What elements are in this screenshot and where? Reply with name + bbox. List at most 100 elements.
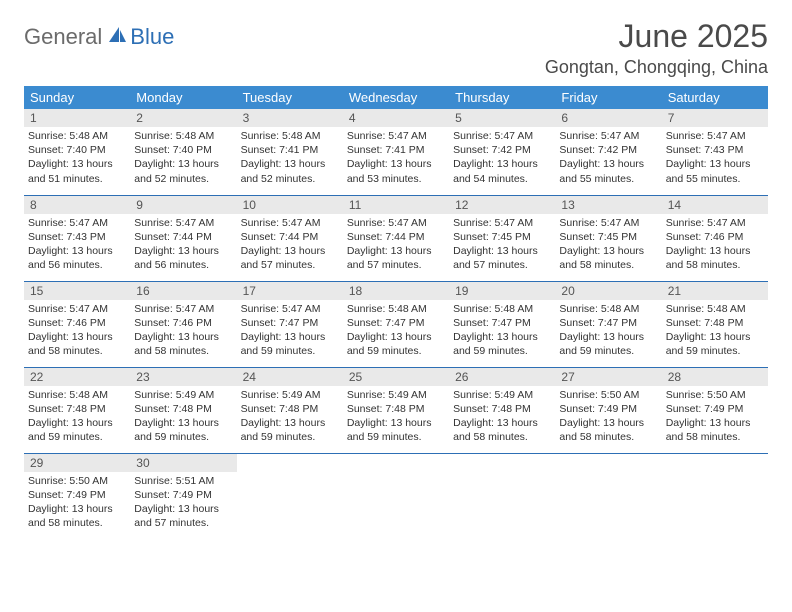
- calendar-cell: 23Sunrise: 5:49 AMSunset: 7:48 PMDayligh…: [130, 367, 236, 453]
- sunset-line: Sunset: 7:48 PM: [241, 402, 339, 416]
- day-number: 5: [449, 109, 555, 127]
- calendar-cell: [343, 453, 449, 539]
- sunset-line: Sunset: 7:47 PM: [241, 316, 339, 330]
- sunset-line: Sunset: 7:47 PM: [453, 316, 551, 330]
- sunset-line: Sunset: 7:45 PM: [559, 230, 657, 244]
- sunset-line: Sunset: 7:44 PM: [347, 230, 445, 244]
- sunrise-line: Sunrise: 5:47 AM: [666, 216, 764, 230]
- day-content: Sunrise: 5:49 AMSunset: 7:48 PMDaylight:…: [237, 386, 343, 449]
- sunset-line: Sunset: 7:40 PM: [28, 143, 126, 157]
- day-content: Sunrise: 5:47 AMSunset: 7:42 PMDaylight:…: [449, 127, 555, 190]
- calendar-cell: 20Sunrise: 5:48 AMSunset: 7:47 PMDayligh…: [555, 281, 661, 367]
- sunrise-line: Sunrise: 5:49 AM: [241, 388, 339, 402]
- sunset-line: Sunset: 7:49 PM: [559, 402, 657, 416]
- day-content: Sunrise: 5:47 AMSunset: 7:46 PMDaylight:…: [662, 214, 768, 277]
- day-content: Sunrise: 5:47 AMSunset: 7:43 PMDaylight:…: [24, 214, 130, 277]
- calendar-cell: 14Sunrise: 5:47 AMSunset: 7:46 PMDayligh…: [662, 195, 768, 281]
- daylight-line: Daylight: 13 hours and 57 minutes.: [453, 244, 551, 272]
- day-content: Sunrise: 5:47 AMSunset: 7:47 PMDaylight:…: [237, 300, 343, 363]
- day-number: 28: [662, 368, 768, 386]
- weekday-header: Saturday: [662, 86, 768, 109]
- calendar-cell: [662, 453, 768, 539]
- day-number: 2: [130, 109, 236, 127]
- daylight-line: Daylight: 13 hours and 59 minutes.: [241, 330, 339, 358]
- calendar-cell: 21Sunrise: 5:48 AMSunset: 7:48 PMDayligh…: [662, 281, 768, 367]
- daylight-line: Daylight: 13 hours and 58 minutes.: [559, 416, 657, 444]
- logo-text-general: General: [24, 24, 102, 50]
- day-content: Sunrise: 5:48 AMSunset: 7:47 PMDaylight:…: [449, 300, 555, 363]
- sunset-line: Sunset: 7:44 PM: [241, 230, 339, 244]
- sunset-line: Sunset: 7:43 PM: [28, 230, 126, 244]
- sunset-line: Sunset: 7:46 PM: [666, 230, 764, 244]
- logo-sail-icon: [106, 25, 128, 50]
- day-number: 26: [449, 368, 555, 386]
- calendar-row: 1Sunrise: 5:48 AMSunset: 7:40 PMDaylight…: [24, 109, 768, 195]
- daylight-line: Daylight: 13 hours and 58 minutes.: [134, 330, 232, 358]
- sunset-line: Sunset: 7:45 PM: [453, 230, 551, 244]
- sunrise-line: Sunrise: 5:48 AM: [453, 302, 551, 316]
- day-content: Sunrise: 5:47 AMSunset: 7:46 PMDaylight:…: [24, 300, 130, 363]
- weekday-header-row: Sunday Monday Tuesday Wednesday Thursday…: [24, 86, 768, 109]
- calendar-cell: 25Sunrise: 5:49 AMSunset: 7:48 PMDayligh…: [343, 367, 449, 453]
- header: General Blue June 2025 Gongtan, Chongqin…: [24, 18, 768, 78]
- daylight-line: Daylight: 13 hours and 58 minutes.: [666, 416, 764, 444]
- calendar-cell: 2Sunrise: 5:48 AMSunset: 7:40 PMDaylight…: [130, 109, 236, 195]
- sunset-line: Sunset: 7:40 PM: [134, 143, 232, 157]
- daylight-line: Daylight: 13 hours and 52 minutes.: [241, 157, 339, 185]
- calendar-cell: 29Sunrise: 5:50 AMSunset: 7:49 PMDayligh…: [24, 453, 130, 539]
- sunrise-line: Sunrise: 5:47 AM: [559, 129, 657, 143]
- sunrise-line: Sunrise: 5:47 AM: [453, 129, 551, 143]
- day-content: Sunrise: 5:48 AMSunset: 7:47 PMDaylight:…: [555, 300, 661, 363]
- daylight-line: Daylight: 13 hours and 56 minutes.: [28, 244, 126, 272]
- day-number: 25: [343, 368, 449, 386]
- sunset-line: Sunset: 7:41 PM: [347, 143, 445, 157]
- daylight-line: Daylight: 13 hours and 58 minutes.: [559, 244, 657, 272]
- sunrise-line: Sunrise: 5:48 AM: [666, 302, 764, 316]
- daylight-line: Daylight: 13 hours and 58 minutes.: [28, 502, 126, 530]
- calendar-cell: 28Sunrise: 5:50 AMSunset: 7:49 PMDayligh…: [662, 367, 768, 453]
- month-title: June 2025: [545, 18, 768, 55]
- calendar-row: 15Sunrise: 5:47 AMSunset: 7:46 PMDayligh…: [24, 281, 768, 367]
- weekday-header: Friday: [555, 86, 661, 109]
- title-block: June 2025 Gongtan, Chongqing, China: [545, 18, 768, 78]
- daylight-line: Daylight: 13 hours and 59 minutes.: [347, 416, 445, 444]
- sunrise-line: Sunrise: 5:47 AM: [28, 216, 126, 230]
- daylight-line: Daylight: 13 hours and 59 minutes.: [347, 330, 445, 358]
- calendar-cell: 5Sunrise: 5:47 AMSunset: 7:42 PMDaylight…: [449, 109, 555, 195]
- calendar-cell: 7Sunrise: 5:47 AMSunset: 7:43 PMDaylight…: [662, 109, 768, 195]
- day-content: Sunrise: 5:49 AMSunset: 7:48 PMDaylight:…: [130, 386, 236, 449]
- sunrise-line: Sunrise: 5:47 AM: [134, 216, 232, 230]
- sunrise-line: Sunrise: 5:47 AM: [241, 216, 339, 230]
- sunset-line: Sunset: 7:48 PM: [347, 402, 445, 416]
- day-content: Sunrise: 5:48 AMSunset: 7:41 PMDaylight:…: [237, 127, 343, 190]
- calendar-cell: 4Sunrise: 5:47 AMSunset: 7:41 PMDaylight…: [343, 109, 449, 195]
- sunrise-line: Sunrise: 5:49 AM: [134, 388, 232, 402]
- day-content: Sunrise: 5:49 AMSunset: 7:48 PMDaylight:…: [449, 386, 555, 449]
- day-content: Sunrise: 5:47 AMSunset: 7:46 PMDaylight:…: [130, 300, 236, 363]
- daylight-line: Daylight: 13 hours and 59 minutes.: [241, 416, 339, 444]
- day-number: 4: [343, 109, 449, 127]
- day-number: 14: [662, 196, 768, 214]
- daylight-line: Daylight: 13 hours and 59 minutes.: [666, 330, 764, 358]
- sunset-line: Sunset: 7:49 PM: [134, 488, 232, 502]
- day-content: Sunrise: 5:48 AMSunset: 7:40 PMDaylight:…: [24, 127, 130, 190]
- day-number: 29: [24, 454, 130, 472]
- calendar-cell: 26Sunrise: 5:49 AMSunset: 7:48 PMDayligh…: [449, 367, 555, 453]
- day-number: 11: [343, 196, 449, 214]
- sunset-line: Sunset: 7:47 PM: [559, 316, 657, 330]
- calendar-cell: 11Sunrise: 5:47 AMSunset: 7:44 PMDayligh…: [343, 195, 449, 281]
- day-content: Sunrise: 5:47 AMSunset: 7:42 PMDaylight:…: [555, 127, 661, 190]
- day-content: Sunrise: 5:47 AMSunset: 7:43 PMDaylight:…: [662, 127, 768, 190]
- day-number: 12: [449, 196, 555, 214]
- sunrise-line: Sunrise: 5:50 AM: [559, 388, 657, 402]
- calendar-cell: 22Sunrise: 5:48 AMSunset: 7:48 PMDayligh…: [24, 367, 130, 453]
- day-number: 15: [24, 282, 130, 300]
- sunset-line: Sunset: 7:49 PM: [666, 402, 764, 416]
- day-number: 23: [130, 368, 236, 386]
- day-content: Sunrise: 5:48 AMSunset: 7:40 PMDaylight:…: [130, 127, 236, 190]
- day-number: 13: [555, 196, 661, 214]
- day-number: 16: [130, 282, 236, 300]
- daylight-line: Daylight: 13 hours and 53 minutes.: [347, 157, 445, 185]
- sunset-line: Sunset: 7:46 PM: [28, 316, 126, 330]
- calendar-cell: [555, 453, 661, 539]
